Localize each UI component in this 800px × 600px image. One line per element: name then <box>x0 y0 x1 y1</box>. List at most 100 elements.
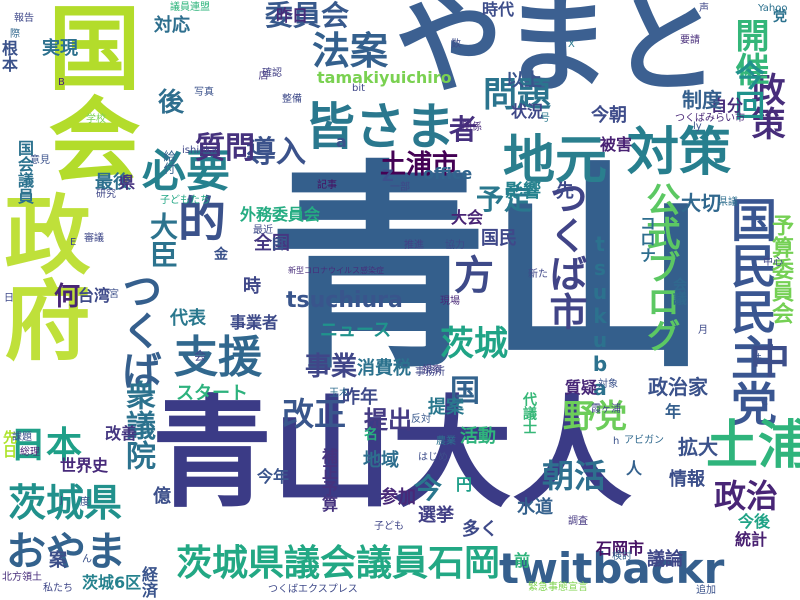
cloud-word: 度 <box>80 497 90 508</box>
cloud-word: 委員会 <box>265 0 350 32</box>
cloud-word: 大切 <box>681 191 721 215</box>
cloud-word: 石岡市 <box>596 539 645 558</box>
cloud-word: 億 <box>153 486 171 507</box>
cloud-word: 現場 <box>440 296 460 307</box>
cloud-word: E <box>70 237 77 248</box>
cloud-word: 円 <box>456 475 473 494</box>
cloud-word: 予定 <box>476 183 533 216</box>
cloud-word: 会 <box>194 349 207 363</box>
cloud-word: 県 <box>119 173 136 192</box>
cloud-word: 子どもたち <box>160 195 210 206</box>
cloud-word: 時代 <box>482 0 515 19</box>
cloud-word: 政策 <box>745 72 785 140</box>
cloud-word: 支援 <box>174 332 262 383</box>
cloud-word: 緊急事態宣言 <box>528 582 588 593</box>
cloud-word: 要請 <box>680 35 700 46</box>
cloud-word: 自分 <box>711 96 744 115</box>
cloud-word: Z <box>382 166 394 185</box>
cloud-word: つくば <box>115 270 161 390</box>
cloud-word: 最近 <box>253 225 273 236</box>
cloud-word: 補正予算 <box>319 448 338 512</box>
cloud-word: ly <box>693 121 702 132</box>
cloud-word: 予算委員会 <box>768 214 793 324</box>
cloud-word: 改善 <box>105 424 138 443</box>
cloud-word: 事務所 <box>415 367 445 378</box>
cloud-word: 質疑 <box>565 378 598 397</box>
cloud-word: 対象 <box>598 379 618 390</box>
cloud-word: B <box>58 77 65 88</box>
cloud-word: 協力 <box>445 240 465 251</box>
cloud-word: 子ども <box>374 521 404 532</box>
cloud-word: 者 <box>449 113 478 146</box>
cloud-word: 参加 <box>380 487 416 508</box>
cloud-word: 統計 <box>735 530 768 549</box>
cloud-word: 国民民主党 <box>724 196 778 426</box>
cloud-word: 法案 <box>312 29 389 73</box>
cloud-word: 世界史 <box>60 456 109 475</box>
cloud-word: 土浦 <box>706 416 800 476</box>
cloud-word: 整備 <box>282 94 302 105</box>
cloud-word: 最後 <box>95 172 131 193</box>
cloud-word: 大臣 <box>146 212 179 268</box>
cloud-word: 総理 <box>20 447 40 458</box>
cloud-word: 的 <box>178 192 227 248</box>
cloud-word: 新型コロナウイルス感染症 <box>288 266 384 275</box>
cloud-word: 茨城 <box>440 324 508 364</box>
cloud-word: 実現 <box>42 38 78 59</box>
cloud-word: 中心 <box>763 257 783 268</box>
cloud-word: 茨城6区 <box>82 573 142 592</box>
cloud-word: 多く <box>462 519 498 540</box>
cloud-word: 先 <box>556 181 574 202</box>
cloud-word: C <box>761 397 768 408</box>
cloud-word: 開催 <box>729 18 769 86</box>
cloud-word: 提案 <box>428 397 464 418</box>
cloud-word: 全国 <box>254 233 290 254</box>
cloud-word: 昨年 <box>342 387 378 408</box>
cloud-word: 政治 <box>714 477 779 515</box>
cloud-word: 法 <box>752 354 762 365</box>
cloud-word: 中 <box>750 337 790 383</box>
cloud-word: 今朝 <box>591 105 627 126</box>
cloud-word: 声 <box>699 3 709 14</box>
cloud-word: 拡大 <box>678 435 718 459</box>
cloud-word: 野党 <box>563 397 628 435</box>
cloud-word: 茨城県議会議員石岡 <box>176 543 501 584</box>
cloud-word: 検討 <box>612 551 632 562</box>
cloud-word: 号 <box>540 113 550 124</box>
cloud-word: tamakiyuichiro <box>317 68 452 87</box>
cloud-word: 日本 <box>10 425 83 466</box>
cloud-word: 方 <box>454 253 494 299</box>
cloud-word: 確認 <box>262 68 282 79</box>
cloud-word: アビガン <box>624 435 664 446</box>
cloud-word: 消費税 <box>357 358 411 379</box>
cloud-word: 人 <box>626 459 643 478</box>
cloud-word: 時 <box>243 276 261 297</box>
cloud-word: コロナ <box>637 215 656 263</box>
cloud-word: 関係 <box>462 122 482 133</box>
cloud-word: 活動 <box>460 426 496 447</box>
cloud-word: 政府 <box>0 190 89 362</box>
cloud-word: 昨日 <box>276 6 309 25</box>
cloud-word: 学校 <box>86 114 106 125</box>
cloud-word: Yahoo <box>758 3 788 14</box>
cloud-word: 議員連盟 <box>170 2 210 13</box>
cloud-word: 一部 <box>390 182 410 193</box>
cloud-word: 玉木 <box>329 388 349 399</box>
cloud-word: つくばみらい市 <box>675 113 745 124</box>
cloud-word: 国会議員 <box>15 140 34 204</box>
cloud-word: 青山大人 <box>152 385 632 524</box>
cloud-word: a <box>336 132 347 151</box>
cloud-word: 制度 <box>682 88 722 112</box>
cloud-word: 写真 <box>194 87 214 98</box>
cloud-word: tsukuba <box>588 232 612 400</box>
cloud-word: 朝活 <box>542 457 607 495</box>
cloud-word: tsuchiura <box>286 288 403 313</box>
cloud-word: 前 <box>514 551 531 570</box>
cloud-word: 県議 <box>718 197 738 208</box>
cloud-word: 目 <box>271 237 285 253</box>
cloud-word: 大会 <box>451 208 484 227</box>
cloud-word: 名 <box>364 427 378 443</box>
cloud-word: 金 <box>214 247 228 263</box>
cloud-word: 年 <box>665 402 682 421</box>
